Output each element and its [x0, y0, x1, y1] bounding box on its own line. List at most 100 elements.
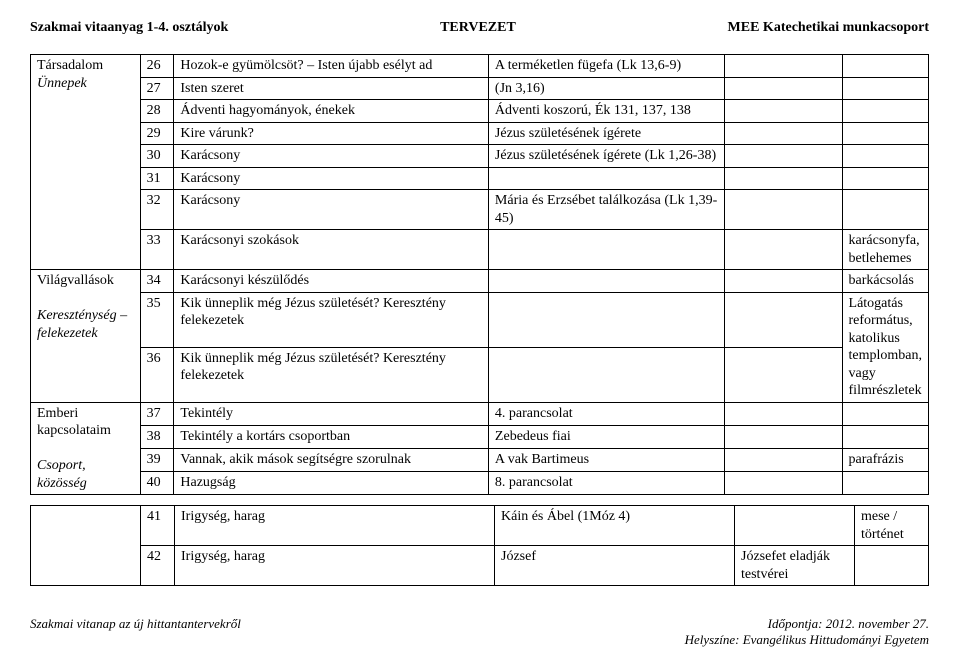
extra-cell	[725, 270, 842, 293]
topic-cell: Karácsony	[174, 167, 489, 190]
note-cell	[842, 190, 928, 230]
page-footer: Szakmai vitanap az új hittantantervekről…	[30, 616, 929, 648]
table-row: Emberi kapcsolataim Csoport, közösség 37…	[31, 402, 929, 425]
num-cell: 36	[140, 347, 174, 402]
note-cell: mese / történet	[855, 506, 929, 546]
note-cell	[842, 145, 928, 168]
table-row: 35 Kik ünneplik még Jézus születését? Ke…	[31, 292, 929, 347]
extra-cell	[725, 425, 842, 448]
bible-cell: A terméketlen fügefa (Lk 13,6-9)	[488, 55, 724, 78]
table-row: 31 Karácsony	[31, 167, 929, 190]
topic-cell: Irigység, harag	[175, 546, 495, 586]
table-row: 30 Karácsony Jézus születésének ígérete …	[31, 145, 929, 168]
note-cell	[842, 425, 928, 448]
num-cell: 26	[140, 55, 174, 78]
bible-cell: Jézus születésének ígérete (Lk 1,26-38)	[488, 145, 724, 168]
page-header: Szakmai vitaanyag 1-4. osztályok TERVEZE…	[30, 20, 929, 36]
extra-cell	[725, 145, 842, 168]
bible-cell: 4. parancsolat	[488, 402, 724, 425]
topic-cell: Karácsonyi készülődés	[174, 270, 489, 293]
topic-cell: Irigység, harag	[175, 506, 495, 546]
topic-cell: Hazugság	[174, 471, 489, 494]
num-cell: 35	[140, 292, 174, 347]
topic-cell: Karácsony	[174, 190, 489, 230]
table-row: Társadalom Ünnepek 26 Hozok-e gyümölcsöt…	[31, 55, 929, 78]
num-cell: 33	[140, 230, 174, 270]
extra-cell	[725, 167, 842, 190]
extra-cell	[725, 292, 842, 347]
category-label-italic: Csoport, közösség	[37, 458, 87, 491]
bible-cell: Zebedeus fiai	[488, 425, 724, 448]
header-center: TERVEZET	[440, 20, 516, 36]
num-cell: 41	[141, 506, 175, 546]
bible-cell: Jézus születésének ígérete	[488, 122, 724, 145]
num-cell: 38	[140, 425, 174, 448]
category-label: Emberi kapcsolataim	[37, 406, 111, 439]
extra-cell	[725, 55, 842, 78]
note-cell: parafrázis	[842, 448, 928, 471]
note-cell	[855, 546, 929, 586]
footer-left: Szakmai vitanap az új hittantantervekről	[30, 616, 241, 648]
table-row: 29 Kire várunk? Jézus születésének ígére…	[31, 122, 929, 145]
category-cell: Világvallások Kereszténység – felekezete…	[31, 270, 141, 403]
table-row: Világvallások Kereszténység – felekezete…	[31, 270, 929, 293]
table-row: 42 Irigység, harag József Józsefet eladj…	[31, 546, 929, 586]
extra-cell	[735, 506, 855, 546]
category-label-italic: Kereszténység – felekezetek	[37, 308, 127, 341]
header-left: Szakmai vitaanyag 1-4. osztályok	[30, 20, 228, 36]
bible-cell	[488, 230, 724, 270]
topic-cell: Karácsony	[174, 145, 489, 168]
num-cell: 40	[140, 471, 174, 494]
extra-cell	[725, 100, 842, 123]
num-cell: 28	[140, 100, 174, 123]
extra-cell: Józsefet eladják testvérei	[735, 546, 855, 586]
footer-right: Időpontja: 2012. november 27. Helyszíne:…	[685, 616, 929, 648]
header-right: MEE Katechetikai munkacsoport	[728, 20, 929, 36]
extra-cell	[725, 230, 842, 270]
note-cell	[842, 471, 928, 494]
bible-cell: Káin és Ábel (1Móz 4)	[495, 506, 735, 546]
topic-cell: Kik ünneplik még Jézus születését? Keres…	[174, 292, 489, 347]
table-row: 41 Irigység, harag Káin és Ábel (1Móz 4)…	[31, 506, 929, 546]
table-row: 28 Ádventi hagyományok, énekek Ádventi k…	[31, 100, 929, 123]
extra-cell	[725, 190, 842, 230]
note-cell	[842, 100, 928, 123]
topic-cell: Ádventi hagyományok, énekek	[174, 100, 489, 123]
bible-cell	[488, 167, 724, 190]
table-row: 27 Isten szeret (Jn 3,16)	[31, 77, 929, 100]
note-cell	[842, 55, 928, 78]
num-cell: 27	[140, 77, 174, 100]
extra-cell	[725, 77, 842, 100]
note-cell	[842, 167, 928, 190]
topic-cell: Hozok-e gyümölcsöt? – Isten újabb esélyt…	[174, 55, 489, 78]
num-cell: 32	[140, 190, 174, 230]
note-cell	[842, 402, 928, 425]
main-table: Társadalom Ünnepek 26 Hozok-e gyümölcsöt…	[30, 54, 929, 495]
bible-cell: Ádventi koszorú, Ék 131, 137, 138	[488, 100, 724, 123]
table-row: 39 Vannak, akik mások segítségre szoruln…	[31, 448, 929, 471]
topic-cell: Tekintély	[174, 402, 489, 425]
bible-cell: József	[495, 546, 735, 586]
extra-cell	[725, 402, 842, 425]
num-cell: 31	[140, 167, 174, 190]
num-cell: 39	[140, 448, 174, 471]
topic-cell: Isten szeret	[174, 77, 489, 100]
note-cell: karácsonyfa, betlehemes	[842, 230, 928, 270]
footer-venue: Helyszíne: Evangélikus Hittudományi Egye…	[685, 632, 929, 647]
category-label: Világvallások	[37, 273, 114, 288]
extra-cell	[725, 448, 842, 471]
topic-cell: Vannak, akik mások segítségre szorulnak	[174, 448, 489, 471]
category-cell: Társadalom Ünnepek	[31, 55, 141, 270]
note-cell: Látogatás református, katolikus templomb…	[842, 292, 928, 402]
bible-cell	[488, 292, 724, 347]
note-cell	[842, 77, 928, 100]
note-cell	[842, 122, 928, 145]
category-cell	[31, 506, 141, 586]
category-label: Társadalom	[37, 58, 103, 73]
extra-cell	[725, 347, 842, 402]
table-row: 36 Kik ünneplik még Jézus születését? Ke…	[31, 347, 929, 402]
table-row: 32 Karácsony Mária és Erzsébet találkozá…	[31, 190, 929, 230]
num-cell: 30	[140, 145, 174, 168]
topic-cell: Tekintély a kortárs csoportban	[174, 425, 489, 448]
topic-cell: Kire várunk?	[174, 122, 489, 145]
